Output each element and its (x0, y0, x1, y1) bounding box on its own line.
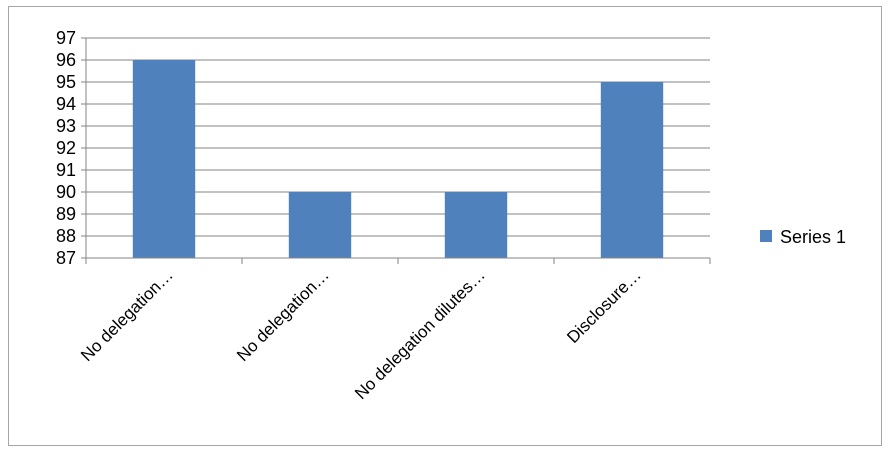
legend-label-series-1: Series 1 (780, 227, 846, 247)
y-tick-label: 93 (56, 116, 76, 136)
y-tick-label: 89 (56, 204, 76, 224)
y-tick-label: 96 (56, 50, 76, 70)
legend: Series 1 (760, 227, 846, 247)
y-tick-label: 92 (56, 138, 76, 158)
x-axis-category-labels: No delegation… No delegation… No delegatio… (77, 265, 645, 403)
y-tick-label: 95 (56, 72, 76, 92)
y-tick-label: 97 (56, 28, 76, 48)
bar-2 (288, 192, 352, 258)
x-category-label-4: Disclosure… (563, 265, 645, 347)
bar-1 (132, 60, 196, 258)
x-category-label-3: No delegation dilutes… (351, 265, 489, 403)
bar-4 (600, 82, 664, 258)
x-category-label-1: No delegation… (77, 265, 177, 365)
axes (81, 37, 711, 264)
y-tick-label: 94 (56, 94, 76, 114)
bars (132, 60, 664, 258)
legend-swatch-series-1 (760, 230, 772, 242)
bar-3 (444, 192, 508, 258)
y-tick-label: 87 (56, 248, 76, 268)
y-tick-label: 88 (56, 226, 76, 246)
y-tick-label: 91 (56, 160, 76, 180)
x-category-label-2: No delegation… (233, 265, 333, 365)
y-tick-label: 90 (56, 182, 76, 202)
